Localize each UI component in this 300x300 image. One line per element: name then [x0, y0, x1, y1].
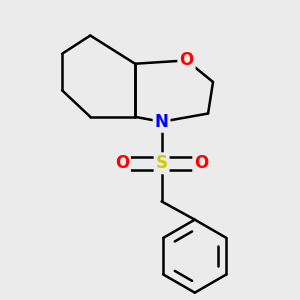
Text: N: N	[155, 113, 169, 131]
Text: O: O	[115, 154, 129, 172]
Text: O: O	[179, 51, 194, 69]
Text: S: S	[156, 154, 168, 172]
Text: O: O	[194, 154, 208, 172]
